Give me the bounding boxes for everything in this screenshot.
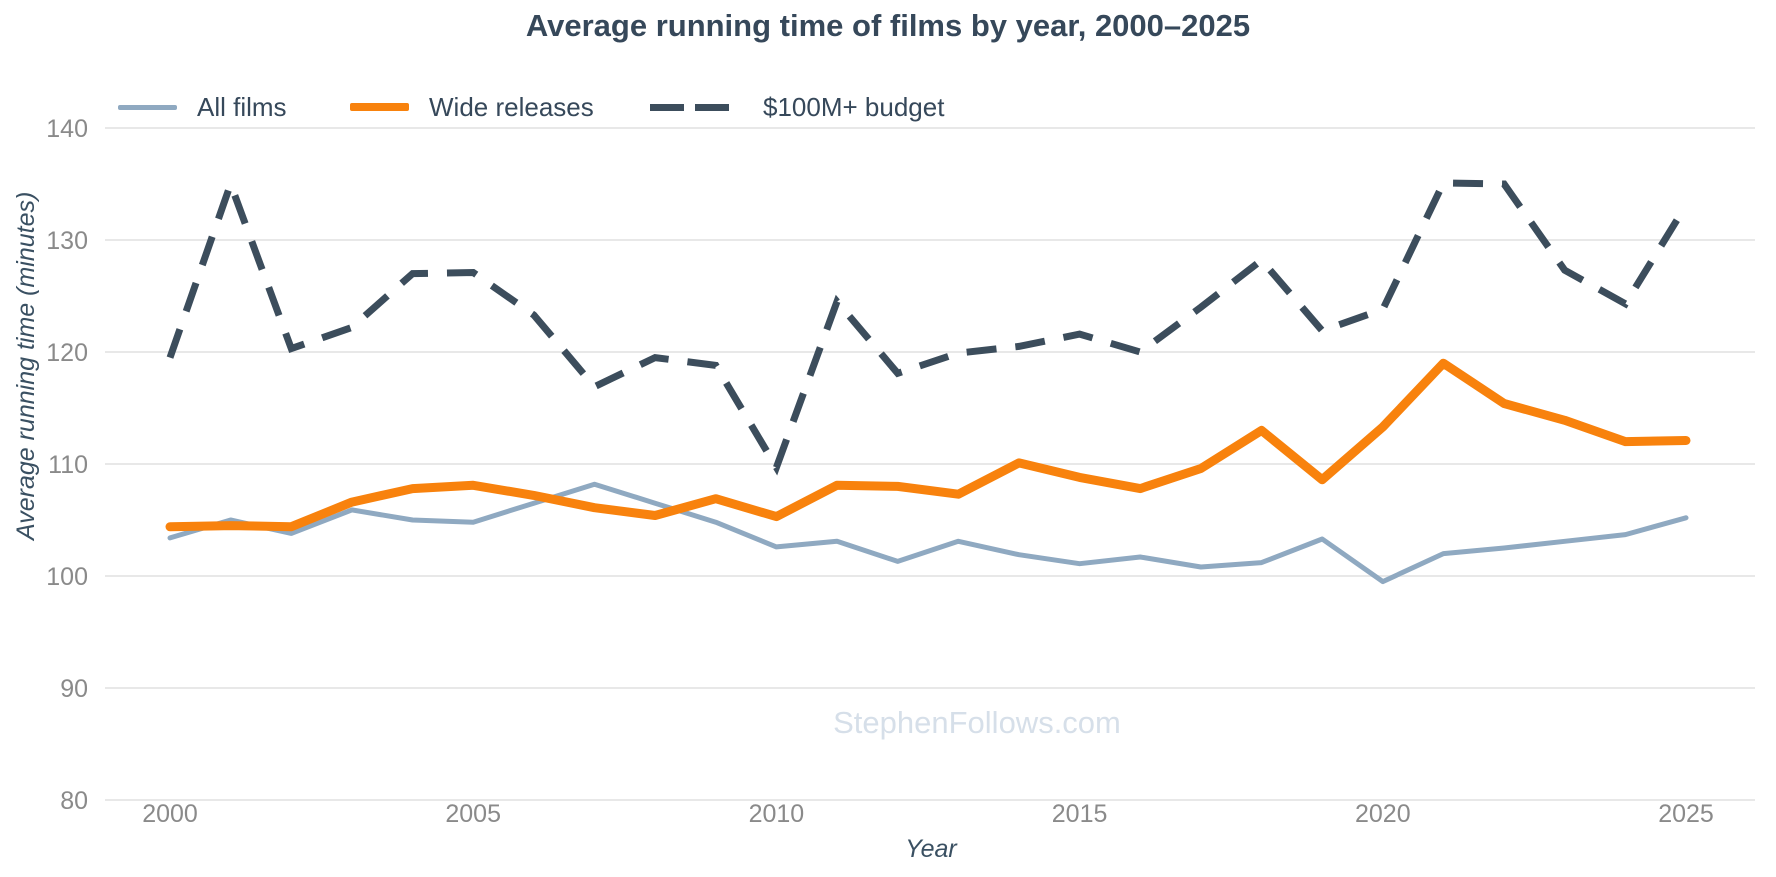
y-tick-label: 140 xyxy=(46,115,88,143)
legend-label-all-films: All films xyxy=(197,92,287,122)
y-tick-label: 130 xyxy=(46,227,88,255)
x-tick-label: 2020 xyxy=(1355,800,1411,828)
watermark: StephenFollows.com xyxy=(833,705,1121,740)
x-tick-label: 2005 xyxy=(445,800,501,828)
y-axis-title: Average running time (minutes) xyxy=(12,191,40,540)
series-line-all-films xyxy=(167,481,1689,585)
x-tick-label: 2025 xyxy=(1658,800,1714,828)
series-line-100m-budget xyxy=(166,173,1689,476)
legend-label-100m-budget: $100M+ budget xyxy=(763,92,945,122)
legend-item-100m-budget: $100M+ budget xyxy=(650,92,944,122)
legend-item-wide-releases: Wide releases xyxy=(350,92,594,122)
x-tick-label: 2010 xyxy=(749,800,805,828)
chart-title: Average running time of films by year, 2… xyxy=(525,8,1251,43)
budget-dashed-line-swatch-icon xyxy=(650,103,729,111)
y-tick-label: 80 xyxy=(60,787,88,815)
x-tick-label: 2000 xyxy=(142,800,198,828)
wide-releases-line-swatch-icon xyxy=(350,103,409,111)
series-line-wide-releases xyxy=(165,358,1691,532)
y-tick-label: 120 xyxy=(46,339,88,367)
x-axis-title: Year xyxy=(905,835,957,863)
legend-label-wide-releases: Wide releases xyxy=(429,92,594,122)
all-films-line-swatch-icon xyxy=(118,104,177,110)
y-tick-label: 100 xyxy=(46,563,88,591)
y-tick-label: 90 xyxy=(60,675,88,703)
legend-item-all-films: All films xyxy=(118,92,287,122)
y-tick-label: 110 xyxy=(48,451,88,479)
x-tick-label: 2015 xyxy=(1052,800,1108,828)
